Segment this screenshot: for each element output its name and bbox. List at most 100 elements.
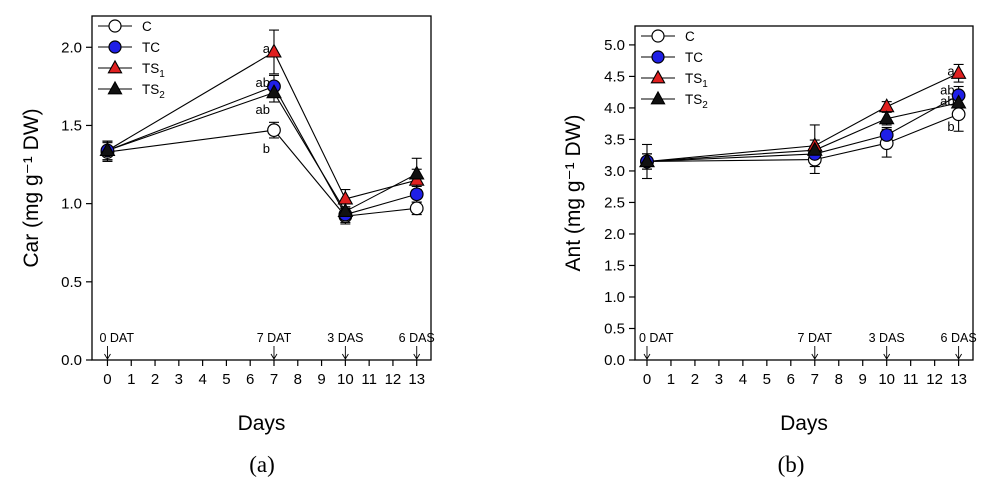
plot-frame [91,15,432,361]
y-tick-label: 0.5 [604,320,625,337]
x-tick-label: 12 [926,371,943,388]
event-label: 6 DAS [941,331,977,345]
legend-marker [108,40,122,54]
x-tick-label: 6 [787,371,795,388]
y-axis-label: Ant (mg g⁻¹ DW) [562,115,585,272]
legend-label: TS2 [142,82,165,101]
y-tick-label: 3.0 [604,163,625,180]
x-tick-label: 9 [859,371,867,388]
data-point-ts2 [878,110,895,125]
y-tick-label: 2.0 [61,39,82,56]
significance-letter: a [947,63,955,78]
series-line-c [107,129,417,217]
event-label: 0 DAT [99,331,134,345]
significance-letter: ab [256,102,270,117]
y-tick-label: 0.0 [604,352,625,369]
y-tick-label: 4.5 [604,68,625,85]
series-line-ts1 [646,72,959,163]
x-tick-label: 1 [667,371,675,388]
x-axis-label: Days [238,412,286,435]
x-tick-label: 6 [246,371,254,388]
legend-label: C [142,19,152,34]
event-arrow [955,346,963,360]
data-point-tc [879,128,894,142]
x-tick-label: 4 [739,371,747,388]
legend-label: TS1 [142,61,165,80]
x-tick-label: 10 [878,371,895,388]
event-label: 7 DAT [798,331,833,345]
legend-label-text: C [142,19,152,34]
x-tick-label: 0 [103,371,111,388]
series-line-tc [107,85,417,216]
x-tick-label: 2 [151,371,159,388]
y-tick-label: 0.5 [61,274,82,291]
x-tick-label: 3 [715,371,723,388]
data-point-ts2 [266,84,282,99]
x-tick-label: 10 [337,371,354,388]
legend-label: TS1 [685,71,708,90]
legend-marker [650,69,666,84]
data-point-ts2 [806,141,823,156]
significance-letter: ab [256,75,270,90]
y-tick-label: 0.0 [61,352,82,369]
y-tick-label: 1.0 [604,289,625,306]
x-tick-label: 11 [361,371,377,388]
x-tick-label: 13 [950,371,967,388]
legend-label-subscript: 2 [159,90,165,101]
event-arrow [270,346,278,360]
plot-frame [634,25,974,361]
panel-caption: (b) [778,452,805,477]
legend-marker [108,19,122,33]
legend-marker [107,80,123,95]
legend-label: TC [685,50,703,65]
event-arrow [811,346,819,360]
x-tick-label: 4 [198,371,206,388]
y-tick-label: 1.5 [61,117,82,134]
x-tick-label: 5 [222,371,230,388]
x-tick-label: 8 [294,371,302,388]
event-label: 7 DAT [257,331,292,345]
legend-label-text: TC [685,50,703,65]
x-tick-label: 3 [175,371,183,388]
legend-label-text: TS [142,61,159,76]
panel-a: 0.00.51.01.52.00 1 2 3 4 5 6 7 8 9 10 11 12 13DaysCar… [20,15,435,477]
y-tick-label: 4.0 [604,100,625,117]
panel-b: 0.00.51.01.52.02.53.03.54.04.55.00 1 2 3 4 5 6… [562,25,977,477]
significance-letter: ab [940,82,954,97]
x-tick-label: 9 [317,371,325,388]
x-tick-label: 8 [835,371,843,388]
significance-letter: b [947,119,954,134]
x-tick-label: 0 [643,371,651,388]
legend-label-text: TS [142,82,159,97]
legend-label-text: TS [685,92,702,107]
series-line-ts2 [646,102,959,163]
y-tick-label: 5.0 [604,37,625,54]
event-label: 3 DAS [327,331,363,345]
legend-label-subscript: 2 [702,100,708,111]
legend-marker [107,59,123,74]
data-point-ts2 [99,141,116,157]
series-line-tc [646,94,959,163]
series-line-c [646,113,959,163]
y-tick-label: 2.0 [604,226,625,243]
significance-letter: b [263,141,270,156]
data-point-c [409,201,424,216]
y-tick-label: 1.5 [604,257,625,274]
event-label: 3 DAS [869,331,905,345]
legend-label-text: C [685,29,695,44]
legend-label-text: TS [685,71,702,86]
legend-label: TC [142,40,160,55]
x-tick-label: 11 [903,371,919,388]
event-arrow [643,346,651,360]
data-point-ts2 [337,202,354,218]
data-point-ts2 [950,94,967,109]
data-point-ts2 [408,165,425,180]
event-label: 0 DAT [639,331,674,345]
series-line-ts2 [107,91,417,213]
legend-label-subscript: 1 [159,69,165,80]
y-axis-label: Car (mg g⁻¹ DW) [20,108,43,267]
y-tick-label: 1.0 [61,196,82,213]
legend-label-subscript: 1 [702,79,708,90]
legend-label-text: TC [142,40,160,55]
x-tick-label: 2 [691,371,699,388]
